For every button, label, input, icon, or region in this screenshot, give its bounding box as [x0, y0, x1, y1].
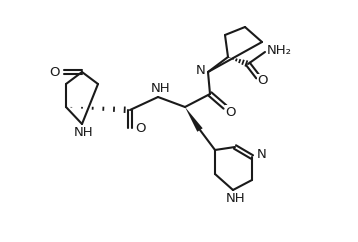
Text: N: N — [257, 148, 267, 160]
Polygon shape — [185, 107, 203, 132]
Text: N: N — [196, 63, 206, 76]
Text: NH: NH — [74, 126, 94, 138]
Text: NH: NH — [226, 192, 246, 205]
Text: NH₂: NH₂ — [266, 44, 291, 56]
Text: O: O — [226, 106, 236, 119]
Text: O: O — [49, 66, 59, 78]
Text: O: O — [258, 75, 268, 88]
Text: O: O — [135, 121, 145, 135]
Text: NH: NH — [151, 83, 171, 96]
